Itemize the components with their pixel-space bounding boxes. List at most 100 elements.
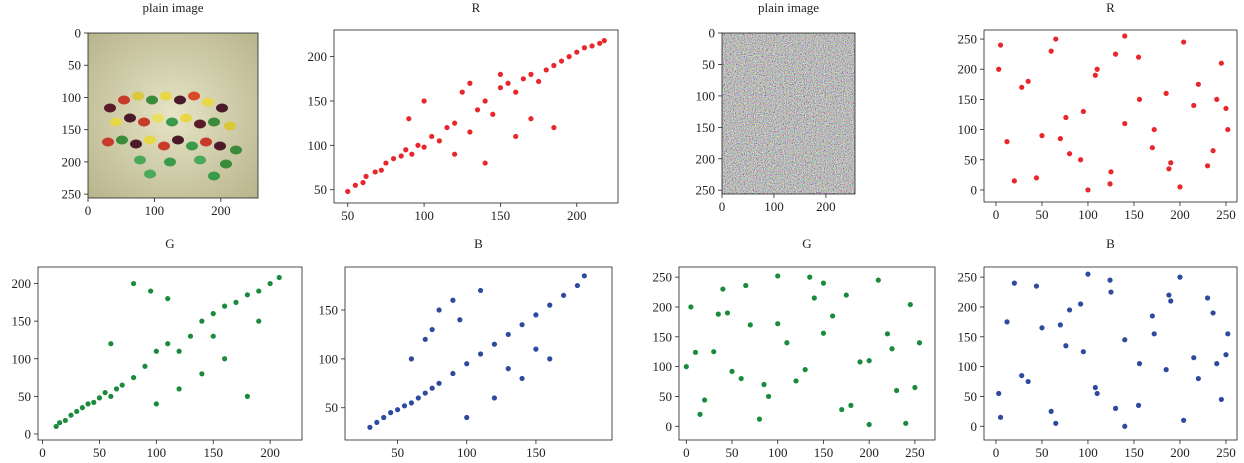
x-tick-label: 50 xyxy=(1035,207,1048,222)
scatter-point xyxy=(436,380,442,386)
x-tick-label: 150 xyxy=(1124,207,1144,222)
scatter-point xyxy=(401,403,408,409)
axes-frame xyxy=(333,29,619,204)
y-tick-label: 50 xyxy=(964,152,977,167)
x-tick-label: 100 xyxy=(1078,207,1098,222)
scatter-point xyxy=(729,368,735,374)
scatter-point xyxy=(176,386,182,392)
scatter-point xyxy=(256,288,262,294)
panel-title: plain image xyxy=(758,0,819,15)
scatter-point xyxy=(996,66,1002,72)
y-tick-label: 200 xyxy=(958,299,978,314)
scatter-point xyxy=(452,151,458,157)
scatter-point xyxy=(1191,102,1197,109)
scatter-point xyxy=(381,414,387,421)
scatter-point xyxy=(459,89,465,95)
scatter-point xyxy=(1092,72,1098,78)
scatter-point xyxy=(1080,349,1086,355)
scatter-point xyxy=(692,349,699,355)
scatter-point xyxy=(1214,361,1220,367)
scatter-point xyxy=(1053,420,1059,426)
scatter-point xyxy=(394,407,401,413)
x-tick-label: 250 xyxy=(905,445,925,460)
scatter-point xyxy=(130,374,137,381)
scatter-point xyxy=(429,133,435,140)
scatter-point xyxy=(1181,417,1187,423)
scatter-point xyxy=(1094,66,1100,72)
scatter-point xyxy=(1135,54,1142,60)
x-tick-label: 150 xyxy=(203,445,223,460)
scatter-point xyxy=(533,312,539,318)
scatter-point xyxy=(547,356,553,362)
scatter-point xyxy=(406,116,412,122)
scatter-point xyxy=(490,111,496,117)
scatter-point xyxy=(1166,166,1172,172)
scatter-point xyxy=(210,333,216,339)
scatter-point xyxy=(222,303,228,309)
scatter-point xyxy=(1225,126,1231,133)
scatter-point xyxy=(697,411,703,417)
scatter-point xyxy=(363,173,369,179)
scatter-point xyxy=(1122,337,1128,343)
scatter-point xyxy=(233,299,239,305)
scatter-point xyxy=(267,280,273,287)
axes-frame xyxy=(678,266,936,441)
scatter-point xyxy=(533,346,539,352)
x-tick-label: 100 xyxy=(768,445,788,460)
y-tick-label: 250 xyxy=(653,270,673,285)
scatter-point xyxy=(1033,175,1040,181)
scatter-point xyxy=(997,414,1004,420)
scatter-point xyxy=(474,107,481,113)
x-tick-label: 0 xyxy=(683,445,690,460)
scatter-point xyxy=(1223,105,1229,112)
scatter-point xyxy=(875,277,881,283)
scatter-point xyxy=(1163,90,1169,96)
scatter-point xyxy=(1191,355,1197,361)
y-tick-label: 250 xyxy=(958,270,978,285)
scatter-point xyxy=(839,406,845,413)
scatter-point xyxy=(91,399,97,405)
scatter-point xyxy=(187,333,194,339)
scatter-point xyxy=(513,89,519,95)
scatter-point xyxy=(409,151,415,157)
y-tick-label: 250 xyxy=(696,183,716,198)
panel-title: B xyxy=(1106,236,1115,251)
scatter-point xyxy=(1033,283,1040,289)
scatter-point xyxy=(1039,325,1045,331)
scatter-point xyxy=(1004,139,1010,145)
y-tick-label: 50 xyxy=(964,389,977,404)
y-tick-label: 250 xyxy=(958,32,978,47)
scatter-point xyxy=(1204,163,1211,169)
scatter-point xyxy=(477,287,484,294)
y-tick-label: 200 xyxy=(12,276,32,291)
y-tick-label: 50 xyxy=(702,57,715,72)
scatter-point xyxy=(1112,405,1119,411)
scatter-point xyxy=(345,188,351,195)
scatter-point xyxy=(1135,402,1142,408)
scatter-point xyxy=(1195,81,1201,87)
scatter-point xyxy=(408,400,415,406)
x-tick-label: 150 xyxy=(491,208,511,223)
scatter-point xyxy=(388,410,394,416)
scatter-point xyxy=(360,179,366,186)
scatter-point xyxy=(352,182,358,188)
scatter-point xyxy=(108,393,114,399)
scatter-point xyxy=(903,420,909,426)
scatter-point xyxy=(1151,331,1157,337)
scatter-point xyxy=(1063,114,1069,121)
scatter-point xyxy=(505,80,511,86)
scatter-point xyxy=(1163,367,1169,373)
scatter-point xyxy=(464,361,470,367)
scatter-point xyxy=(436,138,442,144)
scatter-point xyxy=(68,412,74,418)
y-tick-label: 50 xyxy=(68,58,81,73)
scatter-point xyxy=(683,364,689,370)
scatter-point xyxy=(775,321,781,327)
y-tick-label: 50 xyxy=(325,400,338,415)
scatter-point xyxy=(457,317,463,323)
x-tick-label: 200 xyxy=(211,203,231,218)
axes-frame xyxy=(983,266,1238,441)
scatter-point xyxy=(1048,408,1054,414)
scatter-point xyxy=(1223,352,1229,358)
panel-title: plain image xyxy=(142,0,203,15)
